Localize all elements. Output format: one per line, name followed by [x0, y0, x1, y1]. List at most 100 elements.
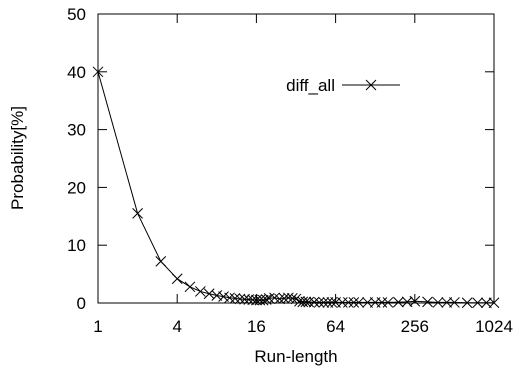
tick-labels: 0 10 20 30 40 50 1 4 16 64 256 1024 — [67, 5, 513, 336]
data-point-43-b — [382, 297, 394, 308]
legend-marker-x-b — [365, 79, 377, 91]
data-point-29 — [303, 296, 315, 308]
data-point-0 — [92, 66, 104, 78]
data-point-21-b — [274, 293, 285, 305]
data-point-17 — [257, 294, 269, 306]
data-point-8-b — [218, 291, 229, 302]
data-point-47-b — [422, 296, 433, 308]
data-point-9-b — [224, 292, 235, 304]
data-point-27-b — [297, 296, 309, 308]
data-point-1-b — [132, 208, 143, 219]
data-point-25-b — [290, 293, 302, 305]
data-point-24-b — [286, 293, 298, 304]
data-point-20-b — [269, 292, 280, 304]
data-point-47 — [422, 296, 433, 308]
data-point-2 — [155, 256, 167, 267]
data-point-33 — [322, 297, 334, 308]
data-point-34-b — [326, 297, 338, 308]
data-point-30-b — [308, 296, 320, 308]
data-point-53 — [481, 297, 492, 309]
data-point-38 — [348, 297, 360, 308]
data-point-21 — [274, 293, 285, 305]
data-point-31 — [313, 297, 325, 308]
data-point-22-b — [278, 293, 290, 304]
legend-marker — [365, 79, 377, 91]
data-point-44 — [393, 296, 404, 308]
y-tick-label-0: 0 — [77, 294, 86, 313]
data-point-44-b — [393, 296, 404, 308]
data-point-3-b — [171, 273, 183, 285]
series-group — [92, 66, 500, 309]
data-point-18 — [260, 294, 272, 305]
plot-frame — [97, 13, 495, 304]
data-point-37-b — [342, 297, 354, 308]
data-point-33-b — [322, 297, 334, 308]
data-point-52-b — [472, 297, 483, 309]
series-line-0 — [97, 71, 494, 304]
data-point-46 — [409, 295, 421, 307]
x-tick-label-64: 64 — [326, 317, 345, 336]
data-point-39-b — [353, 297, 365, 308]
data-point-0-b — [92, 66, 104, 78]
data-point-49 — [441, 297, 453, 308]
data-point-24 — [286, 293, 298, 304]
data-point-43 — [382, 297, 394, 308]
y-tick-label-50: 50 — [67, 5, 86, 24]
data-point-17-b — [257, 294, 269, 306]
y-tick-label-10: 10 — [67, 236, 86, 255]
data-point-38-b — [348, 297, 360, 308]
data-point-10 — [229, 293, 241, 304]
data-point-32-b — [318, 297, 330, 308]
data-point-5 — [195, 286, 206, 297]
data-point-46-b — [409, 295, 421, 307]
data-point-28 — [300, 296, 312, 308]
data-point-29-b — [303, 296, 315, 308]
data-point-6-b — [203, 288, 215, 300]
data-point-39 — [353, 297, 365, 308]
data-point-51 — [461, 297, 473, 309]
legend-label-diff-all: diff_all — [286, 76, 335, 95]
data-point-49-b — [441, 297, 453, 308]
data-point-7-b — [211, 290, 223, 301]
data-point-22 — [278, 293, 290, 304]
x-tick-label-1: 1 — [93, 317, 102, 336]
data-point-50-b — [449, 297, 460, 308]
y-axis-label: Probability[%] — [8, 106, 27, 210]
data-point-40-b — [362, 297, 373, 308]
data-point-2-b — [155, 256, 167, 267]
data-point-54-b — [488, 297, 500, 309]
data-point-40 — [362, 297, 373, 308]
data-point-45-b — [401, 296, 413, 308]
x-axis-label: Run-length — [254, 347, 337, 366]
data-point-28-b — [300, 296, 312, 308]
y-tick-label-40: 40 — [67, 63, 86, 82]
axis-ticks — [97, 13, 495, 304]
data-point-30 — [308, 296, 320, 308]
data-point-37 — [342, 297, 354, 308]
data-point-32 — [318, 297, 330, 308]
data-point-7 — [211, 290, 223, 301]
x-tick-label-16: 16 — [247, 317, 266, 336]
data-point-50 — [449, 297, 460, 308]
data-point-31-b — [313, 297, 325, 308]
data-point-3 — [171, 273, 183, 285]
y-tick-label-30: 30 — [67, 121, 86, 140]
legend-marker-x — [365, 79, 377, 91]
data-point-53-b — [481, 297, 492, 309]
data-point-34 — [326, 297, 338, 308]
legend: diff_all — [286, 76, 400, 95]
data-point-54 — [488, 297, 500, 309]
x-tick-label-4: 4 — [172, 317, 181, 336]
data-point-12-b — [239, 293, 250, 305]
data-point-11-b — [234, 293, 246, 305]
data-point-4 — [184, 281, 196, 293]
y-tick-label-20: 20 — [67, 178, 86, 197]
data-point-5-b — [195, 286, 206, 297]
data-point-51-b — [461, 297, 473, 309]
x-tick-label-256: 256 — [401, 317, 429, 336]
data-point-12 — [239, 293, 250, 305]
data-point-25 — [290, 293, 302, 305]
data-point-6 — [203, 288, 215, 300]
data-point-48-b — [432, 297, 444, 308]
